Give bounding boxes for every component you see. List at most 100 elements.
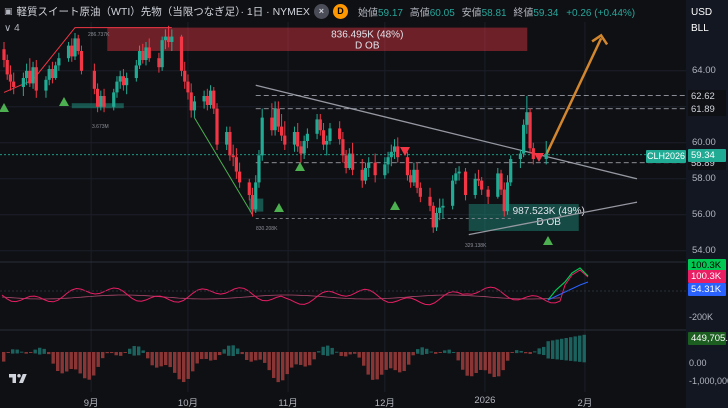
annotations: 286.737K 3.673M 830.208K 329.138K	[88, 32, 487, 249]
oscillator-fast-line	[547, 267, 589, 301]
candlestick-series	[2, 25, 548, 233]
candle-body	[228, 132, 232, 156]
candle-body	[95, 88, 100, 107]
data-status-button[interactable]: D	[332, 3, 348, 19]
histogram-bar	[173, 352, 177, 373]
candle-body	[202, 96, 206, 102]
histogram-bar	[254, 352, 258, 361]
annotation-label: 3.673M	[92, 124, 109, 130]
oscillator-line	[1, 269, 589, 306]
forecast-arrow-head	[591, 33, 609, 46]
candle-body	[157, 58, 161, 68]
candle-body	[405, 157, 410, 176]
symbol-title[interactable]: 軽質スイート原油（WTI）先物（当限つなぎ足）· 1日 · NYMEX	[16, 5, 310, 18]
histogram-bar	[317, 351, 321, 353]
candle-body	[134, 65, 138, 78]
histogram-bar	[236, 348, 240, 355]
candle-body	[70, 45, 74, 57]
candle-body	[438, 207, 442, 213]
symbol-tag: CLH2026	[646, 150, 686, 163]
histogram-bar	[542, 346, 546, 356]
buy-signal-icon	[59, 97, 69, 106]
histogram-bar	[200, 352, 204, 360]
time-tick-label: 9月	[83, 398, 99, 408]
candle-body	[79, 51, 84, 71]
histogram-bar	[443, 350, 447, 353]
buy-signal-icon	[390, 201, 400, 210]
histogram-bar	[438, 352, 442, 353]
unit-button[interactable]: BLL	[691, 23, 709, 34]
histogram-bar	[218, 352, 222, 356]
histogram-bar	[555, 339, 559, 360]
histogram-bar	[398, 352, 402, 373]
candle-body	[212, 90, 216, 109]
candle-body	[434, 213, 439, 228]
histogram-bar	[411, 352, 415, 356]
candle-body	[347, 153, 351, 168]
sell-signal-icon	[400, 147, 410, 156]
indicator-toggle[interactable]: ∨ 4	[4, 23, 20, 34]
low-value: 58.81	[481, 7, 507, 19]
candle-body	[486, 189, 490, 197]
level-price-tag: 62.62	[688, 89, 726, 103]
candle-body	[480, 180, 484, 190]
histogram-tick-label: 0.00	[689, 358, 707, 368]
candle-body	[270, 117, 274, 131]
histogram-bar	[42, 348, 46, 354]
histogram-bar	[65, 352, 69, 372]
candle-body	[451, 180, 455, 206]
close-button[interactable]: ×	[313, 3, 329, 19]
sell-signal-icon	[534, 153, 544, 162]
close-value: 59.34	[533, 7, 559, 19]
price-tick-label: 58.00	[692, 172, 716, 184]
candle-body	[189, 92, 193, 111]
collapse-icon[interactable]: ▣	[4, 5, 13, 16]
oscillator-tick-label: -200K	[689, 312, 714, 322]
candle-body	[118, 76, 122, 82]
histogram-bar	[362, 352, 366, 366]
histogram-bar	[33, 349, 37, 354]
candle-body	[463, 171, 468, 195]
histogram-bar	[294, 352, 298, 365]
candle-body	[305, 133, 309, 141]
tradingview-logo-icon[interactable]	[6, 372, 30, 386]
candle-body	[363, 168, 368, 181]
candle-body	[389, 151, 393, 158]
candle-body	[205, 96, 209, 105]
candle-body	[528, 112, 532, 149]
candle-body	[505, 182, 510, 212]
histogram-bar	[2, 352, 6, 362]
histogram-bar	[384, 352, 388, 370]
histogram-bar	[47, 352, 51, 355]
histogram-bar	[510, 352, 514, 353]
histogram-bar	[267, 352, 271, 371]
histogram-bar	[497, 352, 501, 377]
candle-body	[454, 173, 458, 181]
histogram-value-tag: 449,705.00	[688, 332, 728, 345]
histogram-bar	[96, 352, 100, 367]
histogram-bar	[366, 352, 370, 375]
histogram-bar	[231, 345, 235, 357]
candle-body	[47, 69, 51, 80]
candle-body	[170, 36, 174, 42]
candle-body	[21, 78, 25, 87]
histogram-bar	[312, 352, 316, 360]
candle-body	[315, 119, 319, 134]
price-tick-label: 56.00	[692, 208, 716, 220]
candle-body	[167, 36, 171, 42]
order-block-label: D OB	[537, 217, 562, 228]
candle-body	[50, 69, 55, 78]
price-tick-label: 60.00	[692, 136, 716, 148]
histogram-bar	[429, 351, 433, 353]
histogram-bar	[83, 352, 87, 379]
histogram-bar	[483, 352, 487, 371]
histogram-bar	[168, 352, 172, 368]
currency-button[interactable]: USD	[691, 7, 713, 18]
forecast-arrow-line	[545, 37, 603, 156]
candle-body	[396, 146, 400, 158]
histogram-bar	[29, 352, 33, 353]
histogram-bar	[371, 352, 375, 380]
candle-body	[179, 36, 184, 71]
